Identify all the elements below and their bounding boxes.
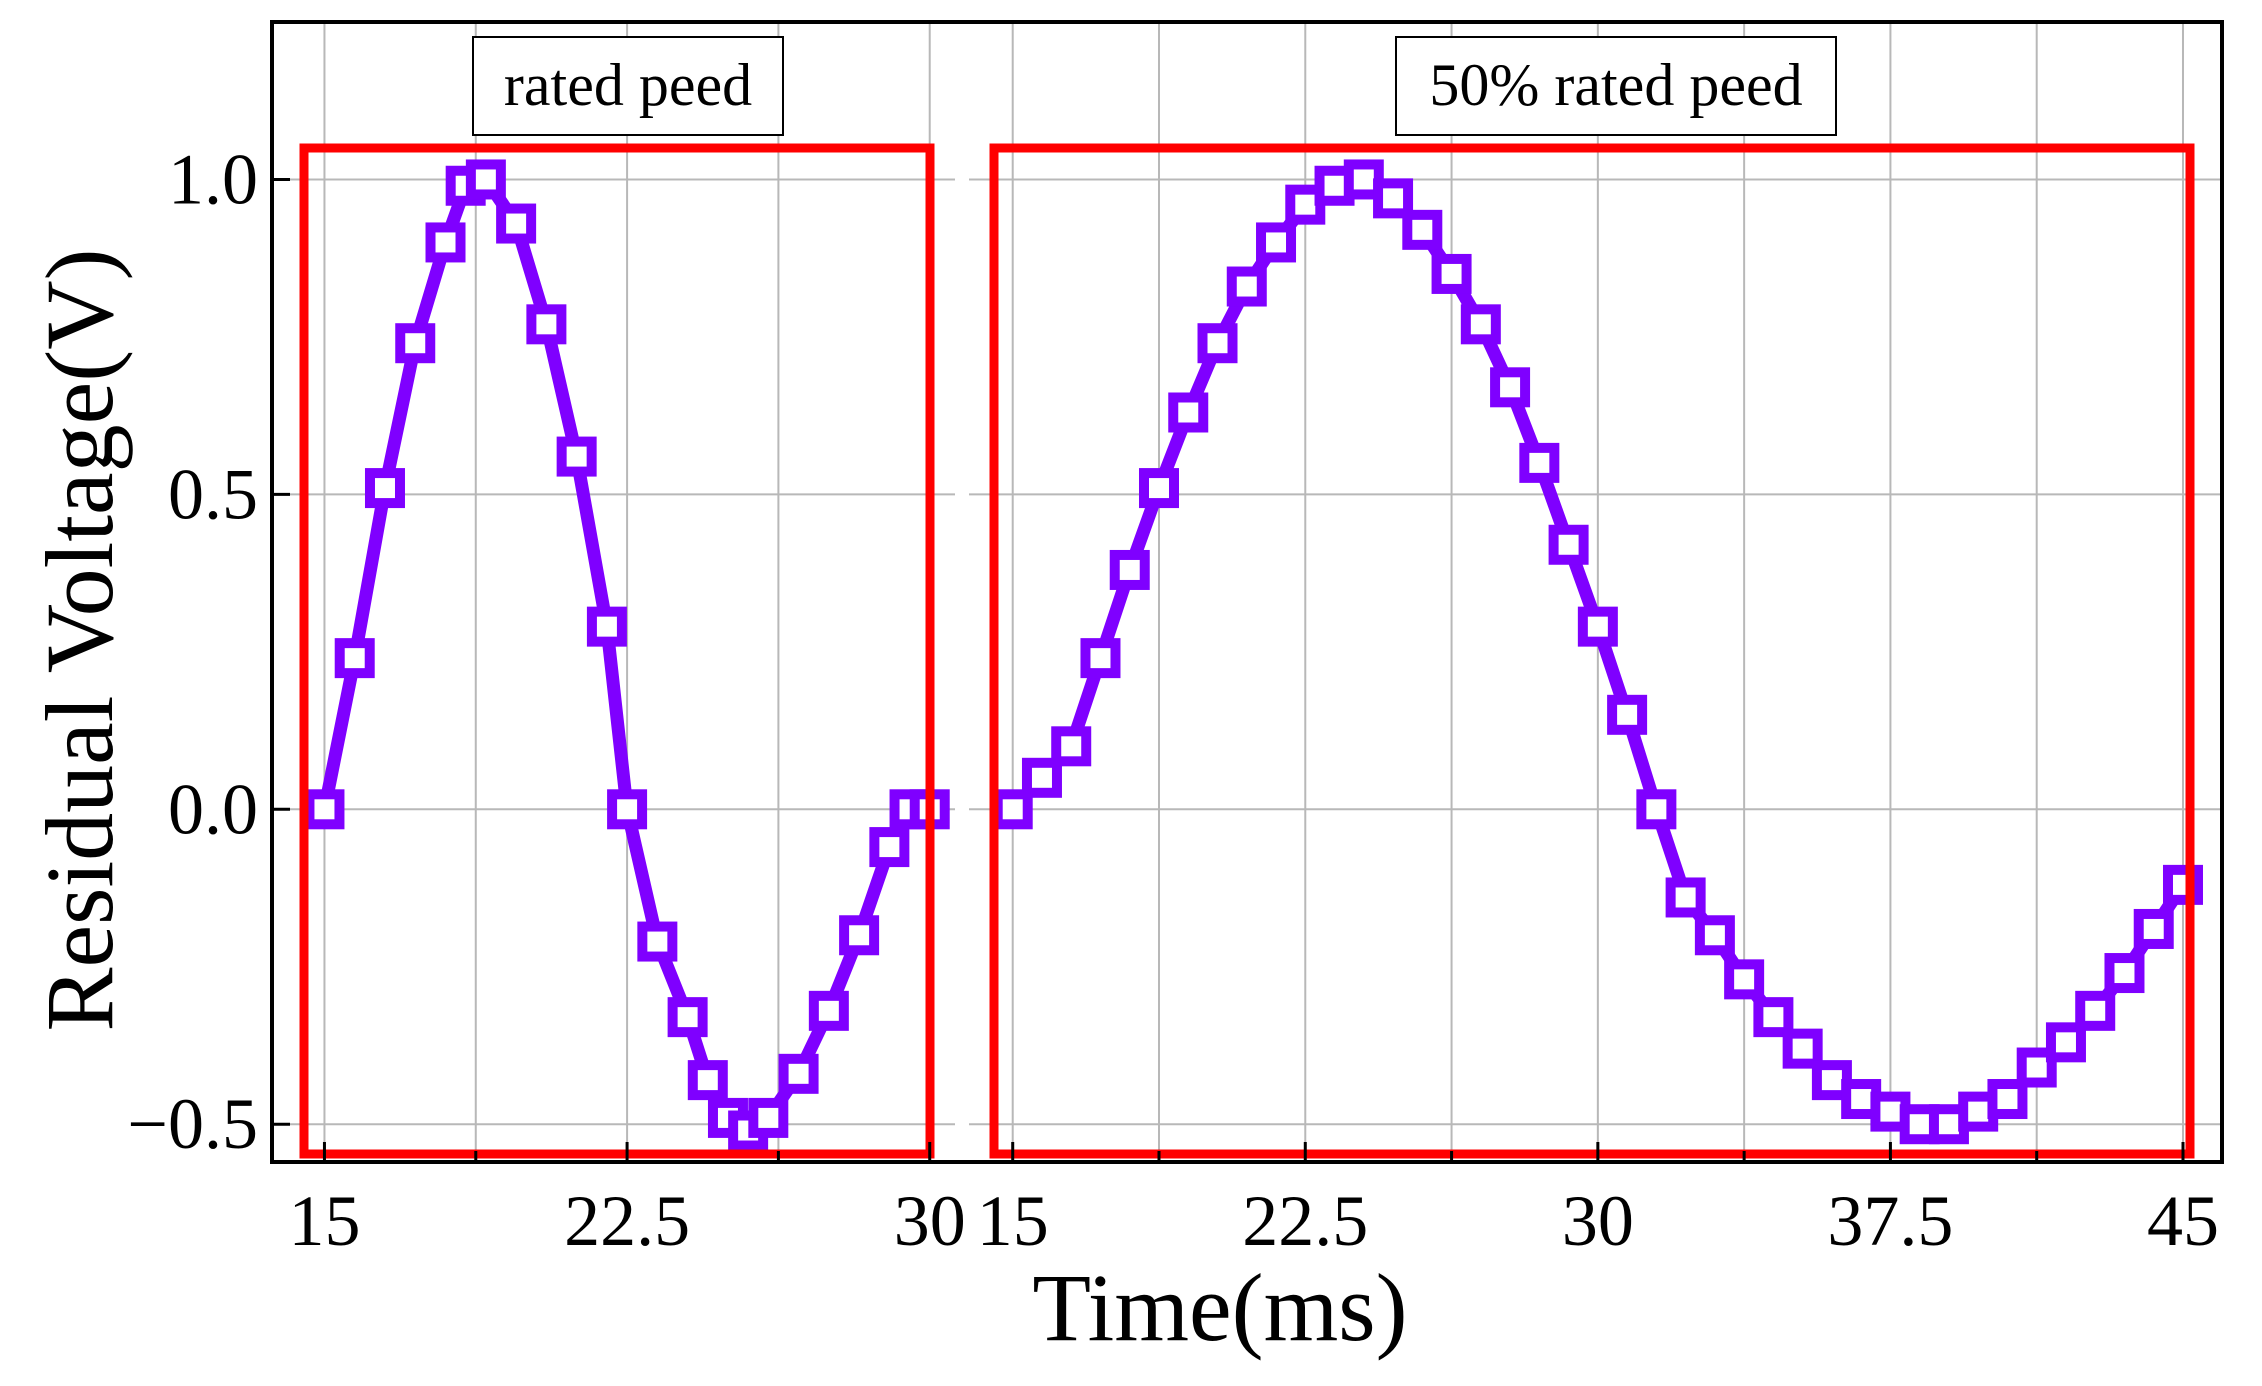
data-point bbox=[2133, 908, 2174, 949]
data-point bbox=[1226, 266, 1267, 307]
axis-ticks bbox=[272, 177, 2185, 1162]
data-point bbox=[425, 222, 466, 263]
data-point bbox=[1373, 178, 1414, 219]
data-point bbox=[496, 203, 537, 244]
x-tick-label: 22.5 bbox=[564, 1181, 690, 1261]
data-point bbox=[1168, 392, 1209, 433]
data-point bbox=[526, 304, 567, 345]
data-point bbox=[1694, 915, 1735, 956]
data-point bbox=[1490, 367, 1531, 408]
data-point bbox=[1197, 323, 1238, 364]
panel-label: rated peed bbox=[504, 52, 752, 118]
panel-label-box bbox=[472, 36, 784, 136]
data-point bbox=[607, 789, 648, 830]
y-tick-label: 0.0 bbox=[168, 769, 258, 849]
highlight-box bbox=[989, 143, 2195, 1159]
data-point bbox=[1431, 253, 1472, 294]
data-point bbox=[1021, 757, 1062, 798]
data-point bbox=[334, 638, 375, 679]
panel-label-box bbox=[1395, 36, 1837, 136]
data-point bbox=[1051, 726, 1092, 767]
data-point bbox=[808, 990, 849, 1031]
y-tick-label: −0.5 bbox=[127, 1084, 258, 1164]
data-point bbox=[304, 789, 345, 830]
data-point bbox=[869, 827, 910, 868]
y-tick-label: 0.5 bbox=[168, 454, 258, 534]
data-point bbox=[395, 323, 436, 364]
panel-labels: rated peed 50% rated peed bbox=[472, 36, 1837, 136]
data-point bbox=[364, 468, 405, 509]
data-point bbox=[1519, 442, 1560, 483]
x-tick-label: 45 bbox=[2147, 1181, 2219, 1261]
data-point bbox=[839, 915, 880, 956]
data-point bbox=[1636, 789, 1677, 830]
data-point bbox=[1402, 209, 1443, 250]
data-point bbox=[667, 997, 708, 1038]
y-tick-label: 1.0 bbox=[168, 139, 258, 219]
highlight-box bbox=[299, 143, 935, 1159]
data-point bbox=[1987, 1079, 2028, 1120]
data-point bbox=[992, 789, 1033, 830]
data-point bbox=[1256, 222, 1297, 263]
data-point bbox=[1109, 549, 1150, 590]
data-point bbox=[1080, 638, 1121, 679]
data-point bbox=[1138, 468, 1179, 509]
data-point bbox=[637, 921, 678, 962]
data-point bbox=[1782, 1028, 1823, 1069]
x-tick-label: 37.5 bbox=[1827, 1181, 1953, 1261]
x-tick-label: 30 bbox=[1562, 1181, 1634, 1261]
data-point bbox=[1753, 997, 1794, 1038]
data-point bbox=[1548, 524, 1589, 565]
data-point bbox=[1607, 694, 1648, 735]
x-tick-label: 22.5 bbox=[1242, 1181, 1368, 1261]
x-tick-label: 15 bbox=[977, 1181, 1049, 1261]
data-point bbox=[2075, 990, 2116, 1031]
data-point bbox=[556, 436, 597, 477]
data-point bbox=[778, 1053, 819, 1094]
data-point bbox=[1724, 959, 1765, 1000]
data-point bbox=[2104, 953, 2145, 994]
highlight-boxes bbox=[299, 22, 2195, 1162]
y-axis-title: Residual Voltage(V) bbox=[26, 249, 133, 1032]
x-tick-label: 15 bbox=[288, 1181, 360, 1261]
x-axis-title: Time(ms) bbox=[1032, 1254, 1407, 1361]
data-point bbox=[465, 159, 506, 200]
data-point bbox=[1665, 877, 1706, 918]
data-series bbox=[304, 159, 2203, 1151]
data-point bbox=[748, 1097, 789, 1138]
data-point bbox=[1577, 606, 1618, 647]
x-tick-label: 30 bbox=[894, 1181, 966, 1261]
data-point bbox=[687, 1060, 728, 1101]
panel-label: 50% rated peed bbox=[1429, 52, 1802, 118]
data-point bbox=[1460, 304, 1501, 345]
plot-frame bbox=[270, 20, 2224, 1164]
tick-labels: 1.00.50.0−0.515 22.5 30 15 22.5 30 37.5 45 bbox=[127, 139, 2219, 1261]
data-point bbox=[2045, 1022, 2086, 1063]
data-point bbox=[586, 606, 627, 647]
